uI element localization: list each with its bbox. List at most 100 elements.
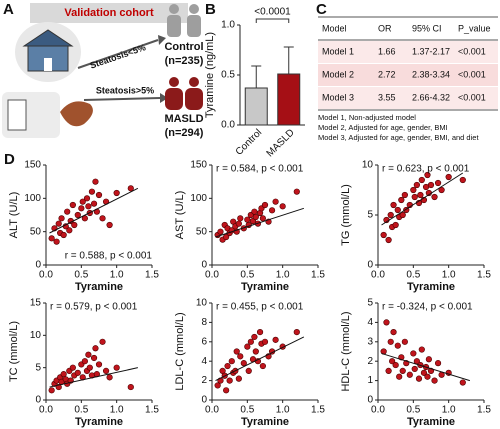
bar (244, 87, 268, 126)
data-point (401, 338, 408, 345)
arrow (77, 39, 159, 69)
data-point (387, 338, 394, 345)
data-point (420, 369, 428, 376)
data-point (390, 201, 397, 209)
control-people (167, 4, 201, 37)
data-point (106, 374, 113, 381)
data-point (279, 203, 286, 210)
y-tick-label: 8 (201, 317, 207, 328)
table-cell: 2.66-4.32 (412, 92, 450, 102)
data-point (390, 329, 397, 336)
y-tick-label: 0 (35, 260, 41, 271)
data-point (64, 208, 71, 215)
data-point (102, 367, 110, 375)
table-header: P_value (458, 23, 491, 33)
arrow-label: Steatosis<5% (89, 42, 147, 70)
y-axis-label: ALT (U/L) (8, 192, 20, 239)
data-point (434, 360, 442, 367)
correlation-annotation: r = 0.584, p < 0.001 (216, 164, 304, 175)
table-cell: 1.37-2.17 (412, 46, 450, 56)
data-point (223, 387, 230, 394)
header-bar (30, 3, 188, 23)
correlation-annotation: r = -0.324, p < 0.001 (382, 302, 473, 313)
table-cell: Model 1 (322, 46, 354, 56)
fit-line (381, 352, 471, 382)
data-point (113, 364, 120, 371)
x-tick-label: 0.0 (39, 270, 53, 281)
data-point (78, 205, 85, 212)
arrow-head (158, 35, 166, 45)
data-point (424, 171, 431, 179)
y-tick-label: 150 (190, 160, 207, 171)
correlation-annotation: r = 0.623, p < 0.001 (382, 164, 470, 175)
x-tick-label: 0.0 (371, 270, 385, 281)
table-row-bg (318, 41, 498, 63)
data-point (92, 178, 99, 185)
data-point (247, 338, 254, 345)
data-point (394, 206, 401, 214)
data-point (389, 358, 396, 365)
y-tick-label: 15 (30, 298, 42, 309)
table-cell: Model 3 (322, 92, 354, 102)
data-point (431, 377, 438, 384)
y-tick-label: 0 (367, 395, 373, 406)
y-tick-label: 150 (24, 160, 41, 171)
ultrasound (7, 99, 27, 131)
fit-line (215, 336, 305, 382)
header: Validation cohort (64, 7, 154, 19)
x-axis-label: Tyramine (241, 281, 289, 293)
x-tick-label: 0.0 (205, 405, 219, 416)
y-tick-label: 3 (367, 336, 373, 347)
data-point (99, 338, 106, 345)
data-point (71, 221, 78, 229)
data-point (66, 227, 73, 234)
x-tick-label: 0.5 (240, 270, 254, 281)
y-tick-label: 0 (367, 260, 373, 271)
group-label: MASLD (164, 113, 203, 125)
data-point (398, 196, 405, 204)
data-point (53, 238, 60, 245)
data-point (399, 211, 406, 219)
y-tick-label: 4 (201, 356, 207, 367)
x-tick-label: 1.5 (477, 270, 491, 281)
data-point (272, 198, 279, 205)
data-point (410, 350, 417, 357)
data-point (259, 362, 266, 370)
x-tick-label: 1.5 (145, 405, 159, 416)
data-point (434, 179, 442, 187)
data-point (235, 375, 242, 382)
data-point (383, 319, 390, 326)
data-point (251, 208, 258, 215)
panel-label: A (3, 1, 14, 18)
table-cell: <0.001 (458, 92, 486, 102)
x-tick-label: 1.5 (145, 270, 159, 281)
x-tick-label: 1.0 (442, 270, 456, 281)
data-point (272, 336, 279, 343)
data-point (251, 333, 258, 341)
x-tick-label: Control (234, 127, 265, 158)
data-point (74, 369, 81, 376)
data-point (417, 191, 424, 199)
data-point (261, 338, 269, 345)
data-point (387, 211, 394, 219)
y-tick-label: 10 (196, 298, 208, 309)
table-cell: 3.55 (378, 92, 396, 102)
data-point (55, 220, 62, 227)
y-axis-label: AST (U/L) (174, 191, 186, 240)
x-tick-label: 0.0 (39, 405, 53, 416)
y-tick-label: 0.5 (221, 70, 235, 81)
data-point (261, 201, 269, 209)
table-header: OR (378, 23, 392, 33)
significance-bracket (255, 18, 290, 23)
data-point (401, 191, 408, 199)
table-note: Model 2, Adjusted for age, gender, BMI (318, 123, 448, 132)
data-point (396, 373, 403, 380)
y-tick-label: 100 (190, 193, 207, 204)
y-tick-label: 0 (201, 260, 207, 271)
y-tick-label: 1 (367, 375, 373, 386)
y-tick-label: 10 (30, 330, 42, 341)
data-point (48, 235, 55, 242)
table-cell: Model 2 (322, 69, 354, 79)
data-point (127, 383, 134, 391)
y-tick-label: 10 (362, 160, 374, 171)
